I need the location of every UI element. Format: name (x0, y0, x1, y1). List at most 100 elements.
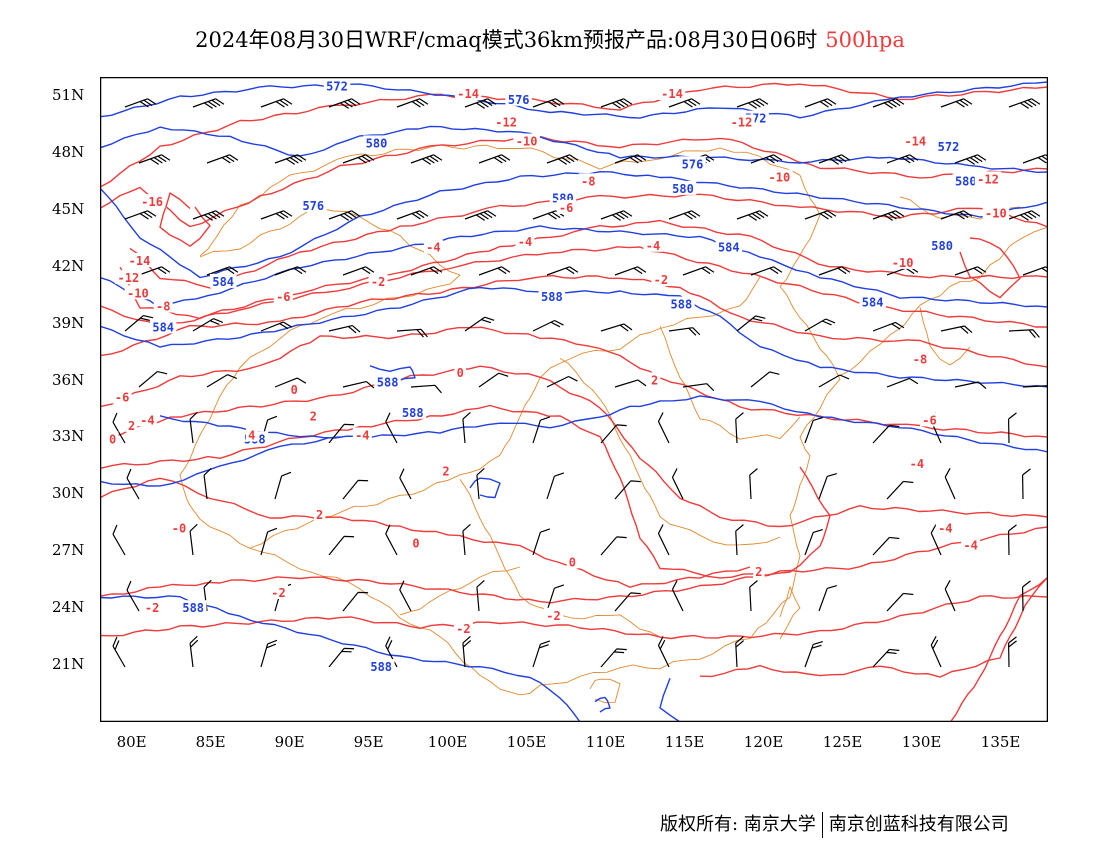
lon-tick-label: 95E (353, 733, 384, 751)
lon-tick-label: 115E (664, 733, 705, 751)
wind-barb (818, 472, 837, 500)
contour-label-background (648, 372, 661, 387)
wind-barb (532, 319, 564, 332)
height-contour-label: 580 (955, 174, 977, 188)
lon-tick-label: 130E (901, 733, 942, 751)
wind-barb (872, 648, 900, 668)
wind-barb (478, 266, 511, 276)
wind-barb (682, 383, 715, 392)
contour-label-background (440, 463, 452, 478)
contour-label-background (169, 520, 189, 535)
contour-label-background (902, 133, 929, 148)
wind-barb (940, 325, 973, 334)
height-contour-label: 584 (212, 275, 234, 289)
temperature-contour-label: -14 (904, 135, 926, 149)
temperature-contour-label: -14 (457, 87, 479, 101)
temperature-contour-label: -2 (145, 601, 159, 615)
wind-barb (342, 266, 375, 276)
contour-label-background (210, 273, 237, 288)
wind-barb (192, 318, 224, 332)
height-contour-label: 588 (671, 298, 693, 312)
wind-barb (260, 639, 278, 668)
temperature-isotherm (949, 576, 1048, 722)
wind-barb (112, 412, 126, 444)
wind-barb (614, 379, 647, 388)
wind-barb (600, 648, 627, 668)
wind-barb (478, 372, 509, 388)
contour-label-background (454, 86, 482, 101)
contour-label-background (492, 114, 520, 129)
contour-label-background (505, 91, 532, 106)
contour-label-background (352, 427, 372, 442)
wind-barb (274, 266, 307, 276)
temperature-contour-label: -6 (922, 413, 936, 427)
wind-barb (189, 411, 198, 444)
temperature-contour-label: 0 (291, 383, 298, 397)
footer-credit: 版权所有: 南京大学 南京创蓝科技有限公司 (660, 810, 1009, 838)
contour-label-background (125, 418, 138, 433)
wind-barb (818, 266, 851, 276)
wind-barb (206, 374, 238, 388)
contour-label-background (180, 600, 207, 615)
contour-label-background (961, 537, 981, 552)
wind-barb (818, 374, 850, 388)
wind-barb (886, 377, 919, 388)
lat-tick-label: 51N (52, 85, 85, 104)
wind-barb (940, 98, 973, 108)
wind-barb (112, 636, 126, 668)
temperature-contour-label: 2 (310, 410, 317, 424)
contour-label-background (454, 364, 466, 379)
wind-barb (138, 266, 171, 276)
wind-barb (600, 323, 633, 332)
contour-label-background (245, 427, 258, 442)
wind-barb (1021, 468, 1031, 500)
wind-barb (112, 524, 126, 556)
wind-barb (274, 471, 292, 500)
temperature-contour-label: -10 (516, 135, 538, 149)
wind-barb (546, 266, 579, 276)
contour-label-background (669, 180, 697, 195)
contour-label-background (112, 389, 132, 404)
temperature-contour-label: -8 (913, 353, 927, 367)
wind-barb (342, 591, 369, 612)
wind-barb (410, 384, 442, 394)
contour-label-background (651, 272, 671, 286)
contour-label-background (363, 135, 390, 150)
wind-barb (396, 210, 429, 220)
contour-label-background (149, 319, 177, 334)
temperature-contour-label: -4 (140, 413, 154, 427)
wind-barb (410, 266, 443, 276)
wind-barb (342, 154, 375, 164)
temperature-contour-label: 2 (442, 465, 449, 479)
lat-tick-label: 36N (52, 370, 85, 389)
boundary-line (399, 566, 521, 616)
temperature-contour-label: -2 (371, 275, 385, 289)
wind-barb (600, 424, 627, 444)
wind-barb (886, 592, 914, 612)
wind-barb (1022, 385, 1048, 394)
copyright-text: 版权所有: 南京大学 (660, 814, 816, 835)
wind-barb (600, 536, 627, 556)
wind-barb (274, 154, 307, 165)
temperature-isotherm (100, 326, 1048, 438)
wind-barb (206, 154, 239, 164)
contour-label-background (766, 169, 793, 184)
temperature-contour-label: -10 (892, 256, 914, 270)
temperature-contours (100, 82, 1048, 722)
wind-barb (124, 98, 157, 108)
geopotential-isoheight (100, 286, 1048, 388)
boundary-line (589, 678, 621, 704)
map-frame (100, 77, 1048, 722)
temperature-contour-label: -14 (661, 87, 683, 101)
lat-tick-label: 30N (52, 484, 85, 503)
wind-barb (657, 524, 670, 556)
wind-barb (126, 580, 140, 612)
contour-label-background (374, 374, 401, 389)
wind-barb (954, 266, 987, 276)
temperature-contour-label: -4 (518, 235, 532, 249)
wind-barb (399, 468, 412, 500)
temperature-contour-label: -14 (129, 254, 151, 268)
wind-barb (804, 416, 823, 444)
wind-barb (328, 98, 361, 109)
contour-label-background (566, 554, 579, 569)
